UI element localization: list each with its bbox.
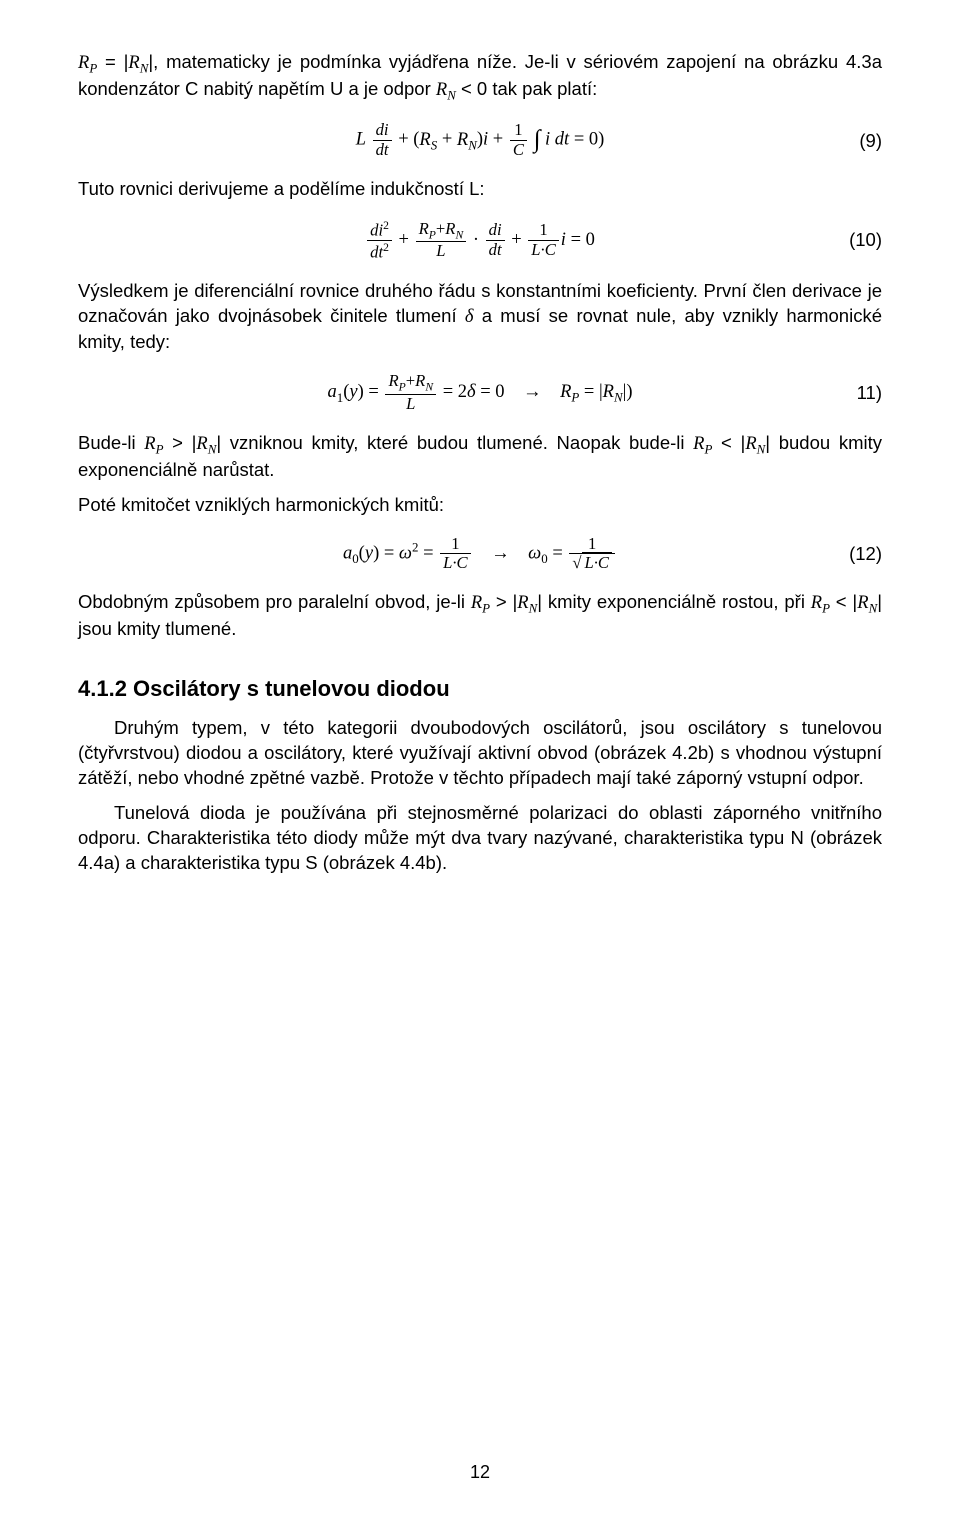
paragraph-derive: Tuto rovnici derivujeme a podělíme induk…	[78, 177, 882, 202]
paragraph-tunnel-1: Druhým typem, v této kategorii dvoubodov…	[78, 716, 882, 791]
paragraph-freq: Poté kmitočet vzniklých harmonických kmi…	[78, 493, 882, 518]
page-number: 12	[0, 1462, 960, 1483]
paragraph-result: Výsledkem je diferenciální rovnice druhé…	[78, 279, 882, 355]
equation-number-10: (10)	[849, 227, 882, 253]
equation-9: L didt + (RS + RN)i + 1C ∫ i dt = 0) (9)	[78, 122, 882, 158]
paragraph-parallel: Obdobným způsobem pro paralelní obvod, j…	[78, 590, 882, 642]
page: RP = |RN|, matematicky je podmínka vyjád…	[0, 0, 960, 1513]
paragraph-damped: Bude-li RP > |RN| vzniknou kmity, které …	[78, 431, 882, 483]
equation-10: di2dt2 + RP+RNL · didt + 1L·Ci = 0 (10)	[78, 220, 882, 261]
equation-number-12: (12)	[849, 541, 882, 567]
heading-4-1-2: 4.1.2 Oscilátory s tunelovou diodou	[78, 676, 882, 702]
paragraph-intro: RP = |RN|, matematicky je podmínka vyjád…	[78, 50, 882, 104]
equation-12: a0(y) = ω2 = 1L·C → ω0 = 1√L·C (12)	[78, 536, 882, 572]
paragraph-tunnel-2: Tunelová dioda je používána při stejnosm…	[78, 801, 882, 876]
equation-number-11: 11)	[857, 380, 882, 406]
equation-11: a1(y) = RP+RNL = 2δ = 0 → RP = |RN|) 11)	[78, 373, 882, 413]
equation-number-9: (9)	[859, 128, 882, 154]
